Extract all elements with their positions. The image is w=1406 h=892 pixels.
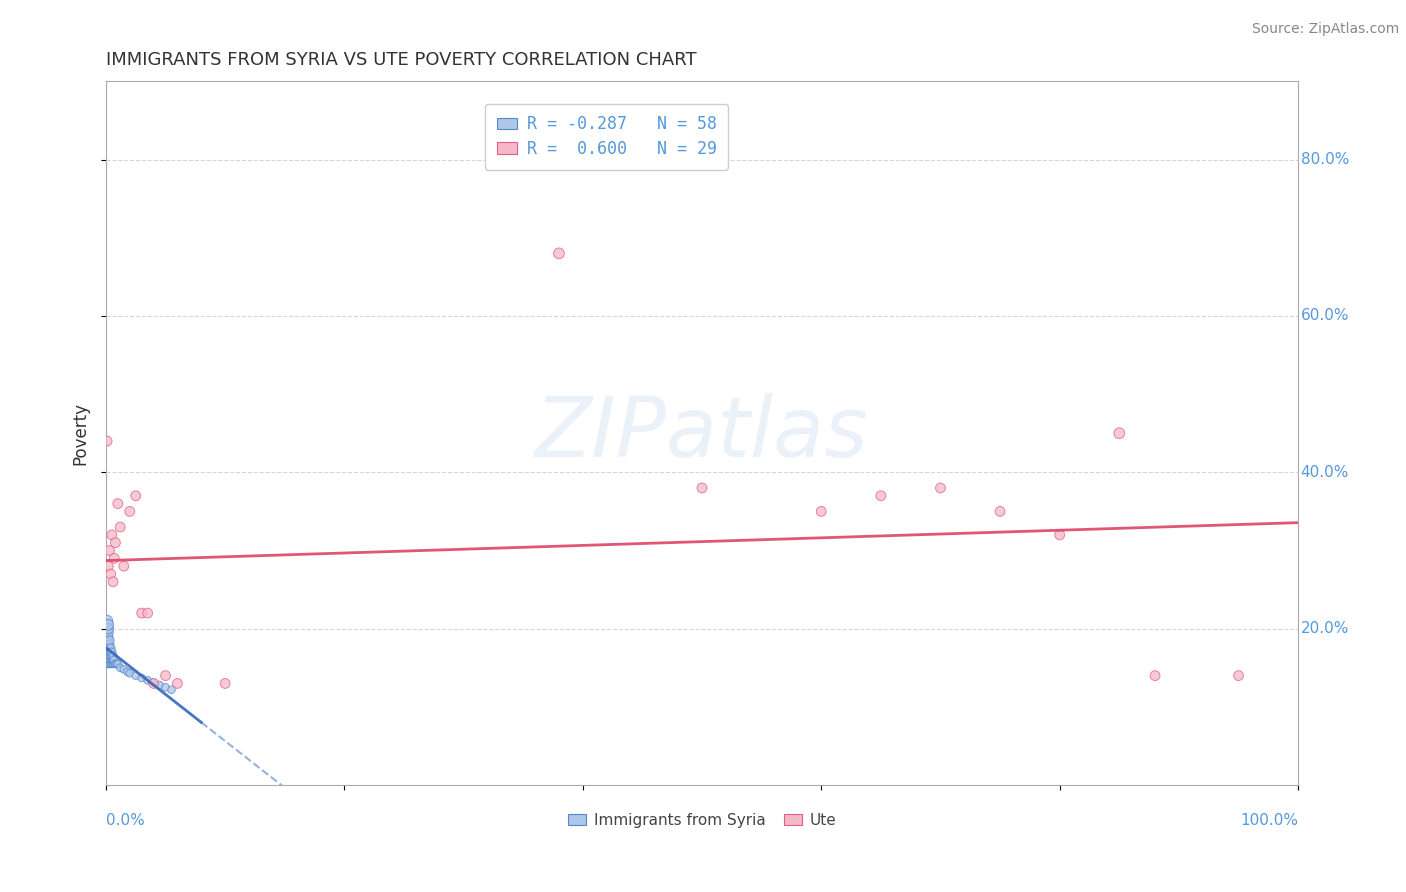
Point [98,633,121,648]
Point [118,504,141,518]
Point [97,559,120,574]
Point [101,645,124,659]
Point [112,662,135,676]
Point [97,637,120,651]
Text: 40.0%: 40.0% [1301,465,1348,480]
Point [131,671,153,685]
Point [110,661,132,675]
Point [96,645,118,659]
Point [100,641,122,656]
Point [103,653,125,667]
Point [101,657,124,671]
Point [101,649,124,664]
Point [98,641,121,656]
Point [100,657,122,671]
Point [1049,528,1071,542]
Point [1144,668,1167,682]
Point [96,637,118,651]
Point [105,657,128,671]
Text: ZIPatlas: ZIPatlas [536,392,869,474]
Point [131,606,153,620]
Point [155,681,177,695]
Point [142,676,165,690]
Point [96,633,118,648]
Point [1108,426,1130,441]
Point [869,489,891,503]
Point [97,657,120,671]
Point [160,682,183,697]
Point [97,633,120,648]
Point [166,676,188,690]
Text: 20.0%: 20.0% [1301,621,1348,636]
Point [97,617,120,632]
Point [98,653,121,667]
Point [96,622,118,636]
Point [100,649,122,664]
Point [101,653,124,667]
Point [125,668,148,682]
Point [100,645,122,659]
Point [98,637,121,651]
Point [988,504,1011,518]
Point [101,653,124,667]
Point [96,641,118,656]
Point [136,673,159,688]
Y-axis label: Poverty: Poverty [72,401,89,465]
Point [107,657,129,671]
Point [96,434,118,448]
Point [1227,668,1250,682]
Point [103,657,125,671]
Point [97,625,120,640]
Point [96,657,118,671]
Point [148,678,170,692]
Point [98,645,121,659]
Point [155,668,177,682]
Text: Source: ZipAtlas.com: Source: ZipAtlas.com [1251,22,1399,37]
Point [100,566,122,581]
Point [929,481,952,495]
Point [96,625,118,640]
Point [96,614,118,628]
Point [810,504,832,518]
Point [96,617,118,632]
Text: 100.0%: 100.0% [1240,814,1298,829]
Point [97,645,120,659]
Point [142,675,165,690]
Point [112,559,135,574]
Point [97,653,120,667]
Text: 80.0%: 80.0% [1301,152,1348,167]
Point [690,481,713,495]
Point [118,666,141,681]
Legend: Immigrants from Syria, Ute: Immigrants from Syria, Ute [561,806,842,834]
Point [136,606,159,620]
Point [107,497,129,511]
Point [103,551,125,566]
Point [110,520,132,534]
Point [101,574,124,589]
Point [96,649,118,664]
Point [101,649,124,664]
Text: IMMIGRANTS FROM SYRIA VS UTE POVERTY CORRELATION CHART: IMMIGRANTS FROM SYRIA VS UTE POVERTY COR… [105,51,696,69]
Text: 0.0%: 0.0% [105,814,145,829]
Point [104,657,127,671]
Point [101,657,124,671]
Point [96,630,118,644]
Point [548,246,571,260]
Point [214,676,236,690]
Point [97,641,120,656]
Point [104,535,127,549]
Point [125,489,148,503]
Point [101,528,124,542]
Point [98,657,121,671]
Point [96,653,118,667]
Text: 60.0%: 60.0% [1301,309,1348,324]
Point [98,543,121,558]
Point [97,630,120,644]
Point [100,653,122,667]
Point [117,665,139,679]
Point [98,649,121,664]
Point [97,622,120,636]
Point [97,649,120,664]
